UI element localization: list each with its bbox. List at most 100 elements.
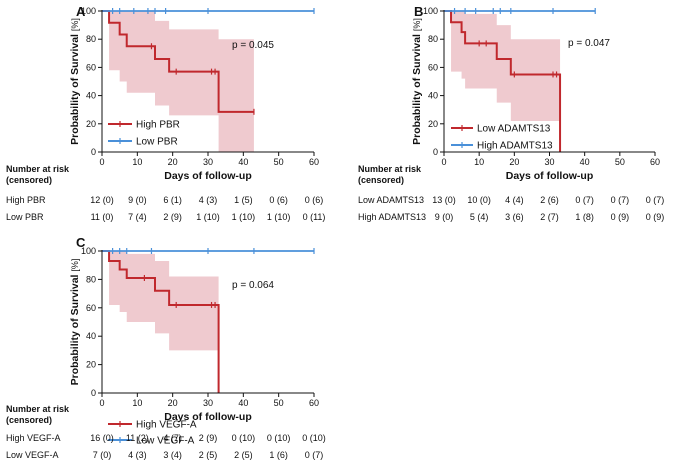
risk-cell: 9 (0) (435, 212, 454, 222)
risk-row-label: Low VEGF-A (6, 450, 59, 460)
y-tick-label: 40 (428, 91, 438, 101)
y-tick-label: 0 (91, 388, 96, 398)
y-axis-label: Probability of Survival [%] (69, 18, 81, 145)
risk-cell: 0 (9) (646, 212, 665, 222)
risk-row-label: High PBR (6, 195, 46, 205)
y-tick-label: 60 (86, 303, 96, 313)
y-tick-label: 100 (423, 6, 438, 16)
risk-table-heading: Number at risk (6, 404, 70, 414)
p-value: p = 0.045 (232, 40, 274, 51)
risk-row-label: Low ADAMTS13 (358, 195, 424, 205)
risk-cell: 1 (5) (234, 195, 253, 205)
legend-item-high: High PBR (108, 120, 180, 131)
x-tick-label: 20 (168, 157, 178, 167)
x-tick-label: 0 (99, 398, 104, 408)
x-tick-label: 50 (274, 157, 284, 167)
y-axis-label: Probability of Survival [%] (69, 259, 81, 386)
x-tick-label: 0 (99, 157, 104, 167)
y-axis-label: Probability of Survival [%] (411, 18, 423, 145)
x-tick-label: 40 (238, 157, 248, 167)
x-axis-label: Days of follow-up (164, 170, 252, 182)
risk-cell: 2 (7) (540, 212, 559, 222)
confidence-band (444, 11, 561, 121)
x-tick-label: 10 (474, 157, 484, 167)
risk-table-heading: Number at risk (358, 164, 422, 174)
y-tick-label: 80 (428, 34, 438, 44)
risk-cell: 7 (4) (128, 212, 147, 222)
p-value: p = 0.064 (232, 280, 274, 291)
risk-table: Number at risk(censored) High VEGF-A 16 (0… (6, 404, 326, 460)
x-tick-label: 30 (203, 398, 213, 408)
risk-row-label: Low PBR (6, 212, 44, 222)
risk-table: Number at risk(censored) High PBR 12 (0) 9 … (6, 164, 325, 222)
panel-letter: C (76, 235, 86, 250)
x-tick-label: 50 (615, 157, 625, 167)
x-axis-label: Days of follow-up (164, 411, 252, 423)
risk-table-subheading: (censored) (6, 415, 52, 425)
risk-table-subheading: (censored) (6, 175, 52, 185)
confidence-band (102, 11, 254, 152)
risk-cell: 2 (5) (199, 450, 218, 460)
risk-table-subheading: (censored) (358, 175, 404, 185)
x-tick-label: 40 (238, 398, 248, 408)
risk-cell: 12 (0) (90, 195, 114, 205)
legend-item-low: Low VEGF-A (108, 436, 195, 447)
legend-item-low: Low PBR (108, 137, 178, 148)
risk-cell: 3 (6) (505, 212, 524, 222)
y-tick-label: 20 (428, 119, 438, 129)
survival-line-high (102, 250, 220, 393)
risk-cell: 2 (9) (199, 433, 218, 443)
y-tick-label: 0 (433, 147, 438, 157)
risk-cell: 0 (7) (305, 450, 324, 460)
risk-cell: 4 (3) (128, 450, 147, 460)
risk-cell: 1 (8) (575, 212, 594, 222)
y-tick-label: 100 (81, 6, 96, 16)
legend-item-high: High VEGF-A (108, 420, 197, 431)
risk-cell: 11 (2) (126, 433, 149, 443)
y-tick-label: 100 (81, 246, 96, 256)
risk-cell: 2 (9) (163, 212, 182, 222)
risk-cell: 0 (7) (611, 195, 630, 205)
legend-label: High PBR (136, 120, 180, 131)
panel-letter: B (414, 4, 423, 19)
legend-label: Low ADAMTS13 (477, 124, 551, 135)
risk-cell: 1 (10) (267, 212, 291, 222)
x-tick-label: 60 (309, 398, 319, 408)
risk-cell: 0 (6) (269, 195, 288, 205)
risk-cell: 13 (0) (432, 195, 456, 205)
risk-cell: 1 (6) (269, 450, 288, 460)
risk-cell: 0 (9) (611, 212, 630, 222)
risk-cell: 9 (0) (128, 195, 147, 205)
risk-cell: 1 (10) (196, 212, 220, 222)
risk-cell: 0 (6) (305, 195, 324, 205)
risk-cell: 0 (7) (646, 195, 665, 205)
risk-cell: 2 (6) (540, 195, 559, 205)
x-tick-label: 20 (168, 398, 178, 408)
legend-label: High VEGF-A (136, 420, 197, 431)
risk-cell: 4 (7) (163, 433, 182, 443)
y-tick-label: 40 (86, 91, 96, 101)
x-tick-label: 20 (509, 157, 519, 167)
panel-letter: A (76, 4, 86, 19)
risk-cell: 16 (0) (90, 433, 114, 443)
risk-row-label: High ADAMTS13 (358, 212, 426, 222)
y-tick-label: 60 (428, 62, 438, 72)
risk-table-heading: Number at risk (6, 164, 70, 174)
x-tick-label: 50 (274, 398, 284, 408)
panel-b: B 0 20 40 60 80 100 0 10 20 30 40 50 60 Days of follow… (358, 4, 664, 222)
panel-c: C 0 20 40 60 80 100 0 10 20 30 40 50 60 Days of follow… (6, 235, 326, 460)
survival-line-high (444, 10, 562, 152)
confidence-band (102, 251, 219, 351)
risk-table: Number at risk(censored) Low ADAMTS13 13 (… (358, 164, 664, 222)
legend-label: Low PBR (136, 137, 178, 148)
x-tick-label: 10 (132, 157, 142, 167)
risk-cell: 1 (10) (232, 212, 256, 222)
y-tick-label: 60 (86, 62, 96, 72)
y-tick-label: 20 (86, 360, 96, 370)
risk-cell: 0 (10) (232, 433, 256, 443)
y-tick-label: 0 (91, 147, 96, 157)
risk-cell: 3 (4) (163, 450, 182, 460)
risk-cell: 2 (5) (234, 450, 253, 460)
risk-cell: 0 (10) (302, 433, 326, 443)
